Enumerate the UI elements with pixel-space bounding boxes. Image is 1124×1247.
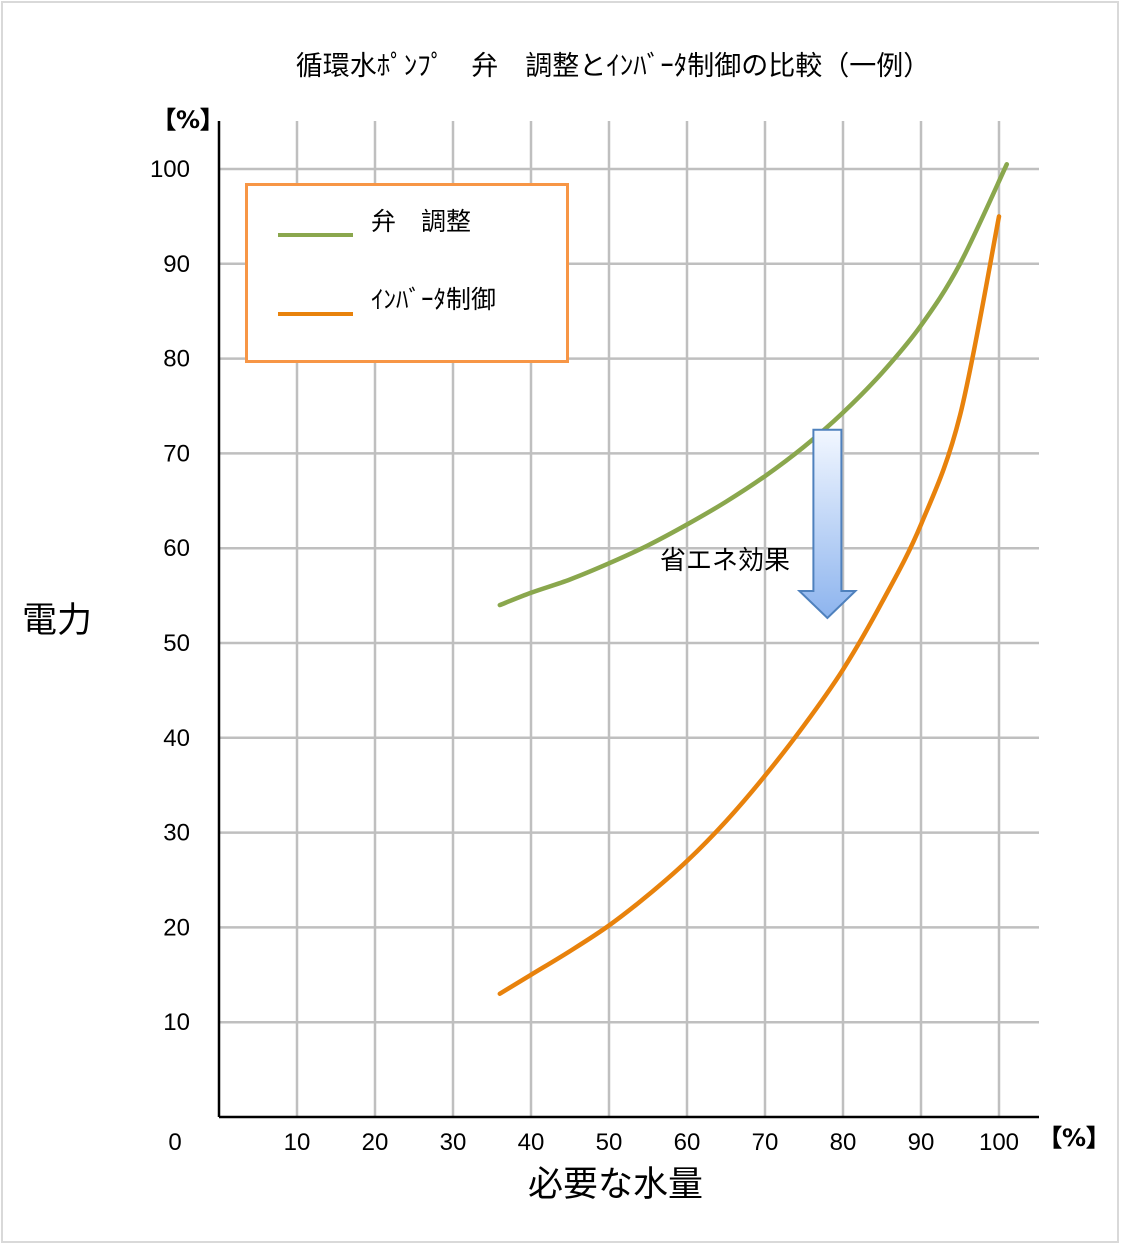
axes	[217, 121, 1039, 1119]
valve-control-line	[497, 162, 1010, 608]
legend-label-valve: 弁 調整	[371, 207, 472, 236]
y-tick-label-100: 100	[150, 156, 190, 183]
x-tick-label-0: 0	[168, 1129, 181, 1156]
y-tick-label-20: 20	[163, 914, 190, 941]
legend-label-inverter: ｲﾝﾊﾞｰﾀ制御	[371, 285, 497, 314]
y-tick-label-60: 60	[163, 535, 190, 562]
x-tick-label-90: 90	[908, 1129, 935, 1156]
inverter-control-line	[497, 214, 1002, 997]
series-lines	[497, 162, 1010, 997]
y-tick-label-70: 70	[163, 440, 190, 467]
y-axis-label: 電力	[22, 601, 93, 641]
y-tick-label-80: 80	[163, 346, 190, 373]
energy-saving-annotation: 省エネ効果	[660, 546, 791, 576]
x-tick-label-30: 30	[440, 1129, 467, 1156]
saving-arrow-shape	[796, 428, 858, 620]
y-axis-unit: 【%】	[152, 106, 225, 134]
x-tick-label-10: 10	[284, 1129, 311, 1156]
x-tick-label-80: 80	[830, 1129, 857, 1156]
x-tick-label-100: 100	[979, 1129, 1019, 1156]
y-tick-label-40: 40	[163, 725, 190, 752]
tick-labels: 0 10 20 30 40 50 60 70 80 90 100 10 20 30 40 50 60 70 80 90…	[150, 156, 1019, 1156]
x-axis-unit: 【%】	[1038, 1124, 1111, 1152]
y-tick-label-90: 90	[163, 251, 190, 278]
legend-swatch-valve	[278, 233, 353, 237]
x-tick-label-40: 40	[518, 1129, 545, 1156]
x-axis-label: 必要な水量	[528, 1165, 704, 1205]
saving-arrow	[796, 428, 858, 620]
y-tick-label-10: 10	[163, 1009, 190, 1036]
x-tick-label-70: 70	[752, 1129, 779, 1156]
y-tick-label-30: 30	[163, 820, 190, 847]
legend-swatch-inverter	[278, 312, 353, 316]
x-tick-label-60: 60	[674, 1129, 701, 1156]
x-tick-label-20: 20	[362, 1129, 389, 1156]
y-tick-label-50: 50	[163, 630, 190, 657]
chart-title: 循環水ﾎﾟﾝﾌﾟ 弁 調整とｲﾝﾊﾞｰﾀ制御の比較（一例）	[295, 51, 931, 82]
x-tick-label-50: 50	[596, 1129, 623, 1156]
legend: 弁 調整 ｲﾝﾊﾞｰﾀ制御	[245, 183, 569, 363]
